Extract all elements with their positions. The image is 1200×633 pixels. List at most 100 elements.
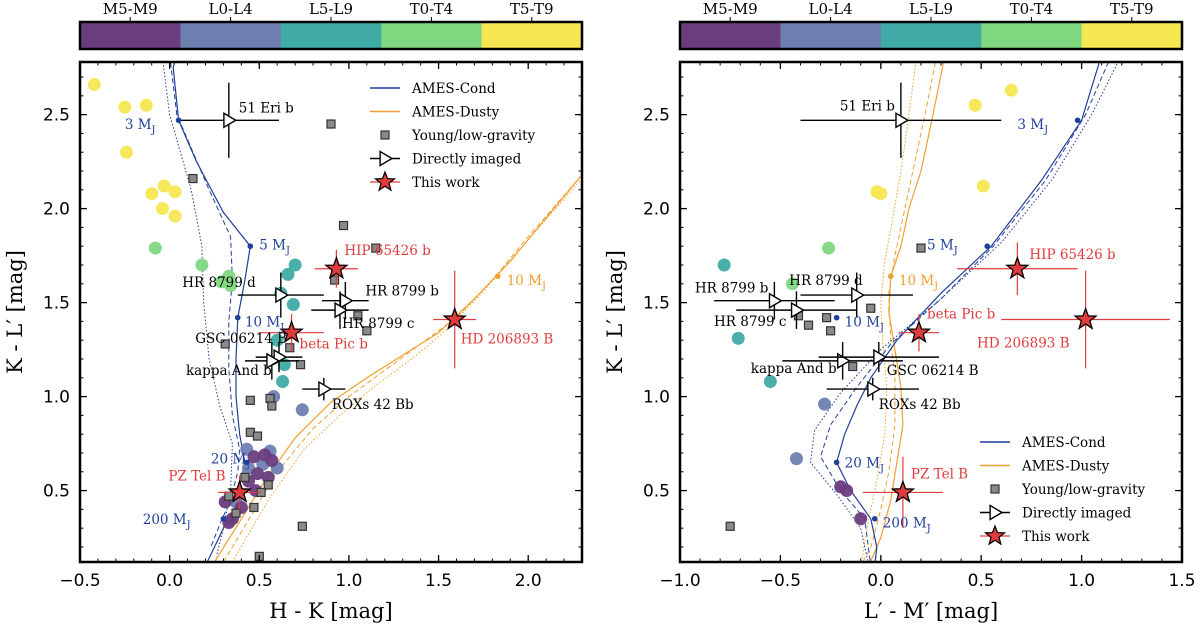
x-tick-label: −0.5 — [760, 571, 801, 591]
legend-imaged-marker — [379, 150, 394, 167]
field-dwarf-point — [286, 297, 300, 311]
young-point — [821, 313, 832, 323]
cond-track-dotted — [162, 62, 233, 557]
thiswork-label: PZ Tel B — [168, 468, 225, 484]
young-point — [329, 275, 340, 285]
legend-young-marker — [380, 130, 390, 140]
legend-label: AMES-Dusty — [1021, 459, 1110, 475]
imaged-label: 51 Eri b — [840, 98, 895, 114]
field-dwarf-point — [976, 179, 990, 193]
x-tick-label: 1.5 — [425, 571, 452, 591]
field-dwarf-point — [148, 241, 162, 255]
imaged-label: ROXs 42 Bb — [879, 397, 961, 413]
field-dwarf-point — [195, 258, 209, 272]
y-tick-label: 2.0 — [643, 200, 670, 220]
field-dwarf-point — [295, 403, 309, 417]
field-dwarf-point — [818, 397, 832, 411]
young-point — [362, 326, 372, 336]
thiswork-label: beta Pic b — [300, 337, 368, 353]
mass-marker — [247, 243, 254, 250]
thiswork-point — [1073, 306, 1098, 330]
y-tick-label: 2.5 — [43, 106, 70, 126]
colorbar: M5-M9 L0-L4 L5-L9 T0-T4 T5-T9 — [678, 0, 1184, 51]
imaged-point — [873, 348, 888, 366]
mass-marker — [494, 273, 501, 280]
young-point — [295, 360, 306, 370]
imaged-label: HR 8799 d — [789, 273, 863, 289]
mass-label: 20 MJ — [845, 455, 884, 474]
thiswork-point — [1005, 255, 1030, 280]
field-dwarf-point — [265, 453, 279, 467]
thiswork-label: HIP 65426 b — [344, 243, 430, 259]
field-dwarf-point — [270, 333, 284, 347]
young-point — [338, 220, 349, 231]
dusty-track — [869, 62, 945, 562]
colorbar-segment — [780, 22, 882, 49]
young-point — [916, 243, 926, 253]
young-point — [224, 491, 234, 501]
young-point — [848, 361, 858, 372]
x-tick-label: 1.0 — [335, 571, 362, 591]
field-dwarf-point — [120, 145, 134, 159]
y-tick-label: 2.0 — [43, 200, 70, 220]
x-tick-label: 0.0 — [867, 571, 894, 591]
colorbar-label: T0-T4 — [410, 0, 454, 18]
field-dwarf-point — [87, 78, 101, 92]
field-dwarf-point — [840, 484, 854, 498]
x-tick-label: 1.0 — [1068, 571, 1095, 591]
field-dwarf-point — [717, 258, 731, 272]
x-tick-label: 2.0 — [515, 571, 542, 591]
imaged-label: HR 8799 b — [365, 284, 439, 300]
imaged-point — [768, 292, 783, 309]
young-point — [803, 320, 814, 330]
legend-imaged-marker — [989, 504, 1004, 521]
field-dwarf-point — [250, 467, 264, 481]
imaged-point — [790, 301, 805, 319]
imaged-label: 51 Eri b — [239, 100, 294, 116]
field-dwarf-point — [224, 279, 238, 293]
legend: AMES-Cond AMES-Dusty Young/low-gravity Dire… — [980, 435, 1146, 546]
field-dwarf-point — [155, 202, 169, 216]
colorbar-segment — [981, 22, 1083, 49]
thiswork-label: HD 206893 B — [977, 336, 1070, 352]
legend-young-marker — [990, 484, 1000, 494]
field-dwarf-point — [139, 98, 153, 112]
y-tick-label: 0.5 — [43, 482, 70, 502]
mass-marker — [234, 314, 241, 321]
colorbar-segment — [880, 22, 982, 49]
field-dwarf-point — [822, 241, 836, 255]
legend-label: Directly imaged — [1022, 506, 1132, 522]
legend-label: This work — [412, 175, 480, 191]
thiswork-label: HIP 65426 b — [1029, 247, 1115, 263]
colorbar-label: M5-M9 — [103, 0, 158, 18]
colorbar-label: L0-L4 — [209, 0, 253, 18]
field-dwarf-point — [968, 98, 982, 112]
y-tick-label: 1.0 — [43, 388, 70, 408]
mass-marker — [871, 515, 878, 522]
colorbar-segment — [481, 22, 583, 49]
mass-label: 10 MJ — [507, 273, 546, 292]
thiswork-point — [324, 255, 349, 280]
cond-track — [835, 62, 1101, 562]
imaged-point — [334, 301, 349, 319]
young-point — [265, 393, 275, 404]
colorbar-frame — [678, 20, 1184, 51]
young-point — [285, 343, 295, 353]
mass-marker — [1074, 117, 1081, 124]
y-axis-label: K - L′ [mag] — [3, 250, 27, 374]
legend-label: AMES-Cond — [411, 81, 496, 97]
mass-label: 10 MJ — [899, 273, 938, 292]
mass-label: 5 MJ — [927, 237, 958, 256]
y-tick-label: 1.0 — [643, 388, 670, 408]
mass-label: 200 MJ — [883, 516, 931, 535]
imaged-point — [867, 380, 882, 398]
plot-area: 3 MJ 5 MJ 10 MJ 20 MJ 200 MJ 10 MJ 51 Eri b HR … — [87, 62, 582, 562]
x-axis-label: H - K [mag] — [269, 599, 392, 623]
imaged-label: kappa And b — [186, 363, 272, 379]
mass-label: 3 MJ — [125, 117, 156, 136]
colorbar-label: T0-T4 — [1010, 0, 1054, 18]
young-point — [353, 311, 363, 321]
colorbar-segment — [381, 22, 483, 49]
legend-label: AMES-Cond — [1021, 435, 1106, 451]
colorbar-label: T5-T9 — [1110, 0, 1154, 18]
